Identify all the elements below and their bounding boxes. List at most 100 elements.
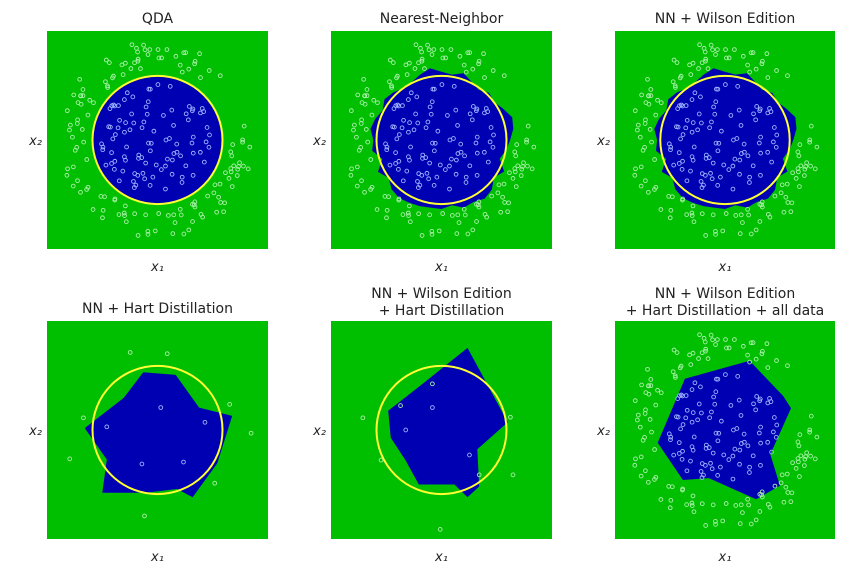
outer-data-point <box>71 92 77 98</box>
outer-data-point <box>70 183 76 189</box>
outer-data-point <box>703 233 709 238</box>
inner-data-point <box>747 180 752 185</box>
inner-data-point <box>153 162 159 168</box>
outer-data-point <box>750 340 756 345</box>
outer-data-point <box>645 366 650 372</box>
outer-data-point <box>633 456 638 462</box>
inner-data-point <box>139 125 145 131</box>
outer-data-point <box>361 76 367 82</box>
outer-data-point <box>720 228 726 234</box>
outer-data-point <box>412 66 418 71</box>
outer-data-point <box>649 139 654 145</box>
outer-data-point <box>796 459 801 465</box>
inner-data-point <box>708 170 713 176</box>
outer-data-point <box>461 206 467 212</box>
outer-data-point <box>643 117 648 123</box>
inner-data-point <box>423 125 429 131</box>
outer-data-point <box>802 166 808 172</box>
outer-data-point <box>490 68 496 73</box>
inner-data-point <box>696 401 702 407</box>
inner-data-point <box>139 461 145 467</box>
inner-data-point <box>753 117 759 123</box>
outer-data-point <box>814 434 820 440</box>
outer-data-point <box>785 363 790 369</box>
outer-data-point <box>779 182 785 188</box>
outer-data-point <box>351 127 356 133</box>
outer-data-point <box>142 513 147 519</box>
outer-data-point <box>212 182 218 188</box>
inner-data-point <box>713 389 719 395</box>
inner-data-point <box>158 167 164 172</box>
outer-data-point <box>510 472 516 478</box>
inner-data-point <box>728 113 734 118</box>
inner-data-point <box>757 396 763 402</box>
inner-data-point <box>467 163 473 169</box>
inner-data-point <box>698 179 704 184</box>
outer-data-point <box>646 93 651 99</box>
inner-data-point <box>689 419 695 425</box>
outer-data-point <box>802 463 807 468</box>
outer-data-point <box>364 93 370 99</box>
outer-data-point <box>637 424 643 430</box>
outer-data-point <box>354 134 359 140</box>
inner-data-point <box>171 123 176 128</box>
outer-data-point <box>470 227 476 233</box>
outer-data-point <box>448 47 454 52</box>
inner-data-point <box>178 153 183 159</box>
outer-data-point <box>462 212 468 218</box>
outer-data-point <box>387 79 392 85</box>
inner-data-point <box>771 125 777 130</box>
inner-data-point <box>715 86 721 92</box>
subplot-title: NN + Wilson Edition <box>655 11 796 27</box>
inner-data-point <box>701 472 706 478</box>
inner-data-point <box>130 94 136 100</box>
outer-data-point <box>750 50 756 55</box>
outer-data-point <box>105 83 110 89</box>
outer-data-point <box>648 93 654 99</box>
outer-data-point <box>793 466 799 471</box>
inner-data-point <box>393 150 398 155</box>
outer-data-point <box>128 66 134 71</box>
inner-data-point <box>171 151 177 156</box>
outer-data-point <box>764 51 770 57</box>
outer-data-point <box>720 518 726 524</box>
inner-data-point <box>482 110 487 116</box>
outer-data-point <box>496 182 502 188</box>
outer-data-point <box>759 351 765 357</box>
inner-data-point <box>721 162 727 168</box>
outer-data-point <box>440 55 446 61</box>
subplot-title: QDA <box>142 11 174 27</box>
inner-data-point <box>735 84 741 89</box>
outer-data-point <box>647 127 653 132</box>
inner-data-point <box>691 144 697 150</box>
y-axis-label: x₂ <box>596 134 610 149</box>
inner-data-point <box>737 447 743 453</box>
inner-data-point <box>420 156 425 161</box>
outer-data-point <box>690 493 696 499</box>
inner-data-point <box>715 473 721 478</box>
outer-data-point <box>227 402 232 407</box>
outer-data-point <box>529 166 535 172</box>
inner-data-point <box>428 111 434 117</box>
outer-data-point <box>696 66 701 71</box>
inner-data-point <box>689 387 695 392</box>
outer-data-point <box>500 194 505 200</box>
outer-data-point <box>68 122 73 128</box>
outer-data-point <box>186 66 192 72</box>
outer-data-point <box>387 57 393 63</box>
outer-data-point <box>713 228 718 234</box>
inner-data-point <box>396 158 402 164</box>
outer-data-point <box>362 93 367 99</box>
outer-data-point <box>677 365 683 371</box>
outer-data-point <box>177 206 183 212</box>
outer-data-point <box>422 66 427 71</box>
outer-data-point <box>677 75 683 81</box>
outer-data-point <box>467 50 473 55</box>
inner-data-point <box>711 394 716 400</box>
subplot-4: NN + Hart Distillation x₁ x₂ <box>28 301 268 565</box>
outer-data-point <box>785 73 790 79</box>
outer-data-point <box>198 75 203 80</box>
inner-data-point <box>155 82 161 87</box>
outer-data-point <box>84 157 90 162</box>
outer-data-point <box>531 144 537 150</box>
